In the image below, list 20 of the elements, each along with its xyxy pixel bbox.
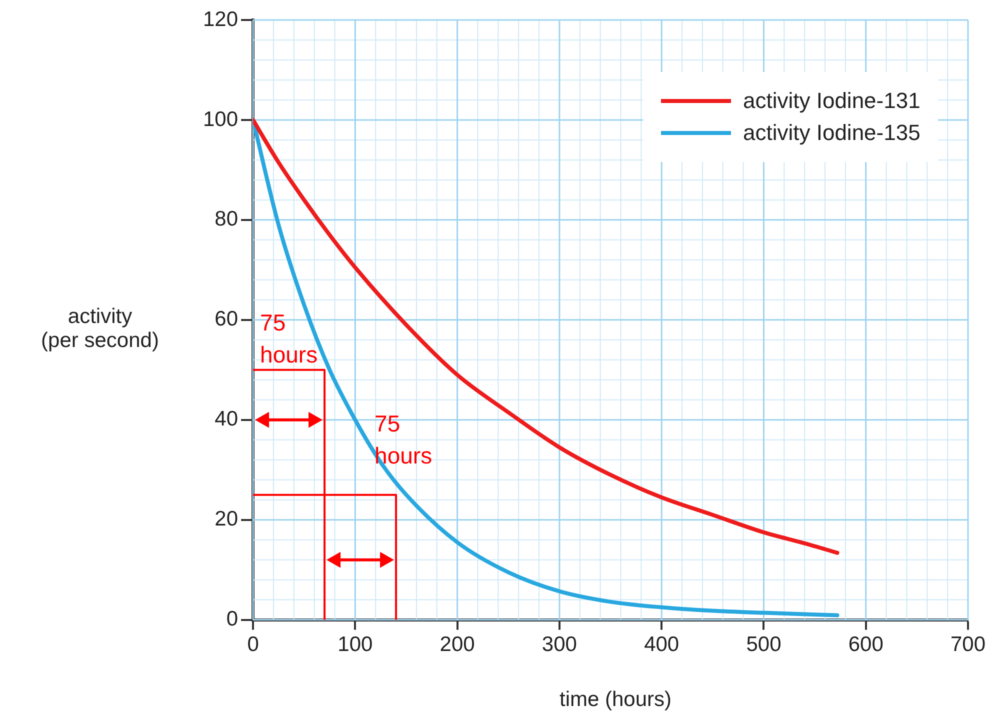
y-tick-label: 20 — [214, 508, 238, 531]
legend-label: activity Iodine-135 — [743, 120, 920, 146]
x-tick-label: 0 — [247, 633, 259, 656]
x-tick-label: 200 — [440, 633, 475, 656]
x-tick-label: 700 — [950, 633, 986, 656]
legend-label: activity Iodine-131 — [743, 88, 920, 114]
y-tick-label: 60 — [214, 308, 238, 331]
y-tick-label: 120 — [202, 8, 238, 31]
x-tick-label: 100 — [338, 633, 373, 656]
x-tick-label: 400 — [644, 633, 680, 656]
x-axis-title: time (hours) — [558, 688, 673, 712]
x-tick-label: 500 — [746, 633, 782, 656]
y-tick-label: 80 — [214, 208, 238, 231]
y-tick-label: 0 — [226, 608, 238, 631]
y-axis-title: activity (per second) — [40, 305, 160, 353]
y-tick-label: 40 — [214, 408, 238, 431]
annotation: 75 hours — [260, 310, 318, 368]
x-tick-label: 300 — [542, 633, 577, 656]
x-tick-label: 600 — [848, 633, 884, 656]
y-tick-label: 100 — [202, 108, 238, 131]
